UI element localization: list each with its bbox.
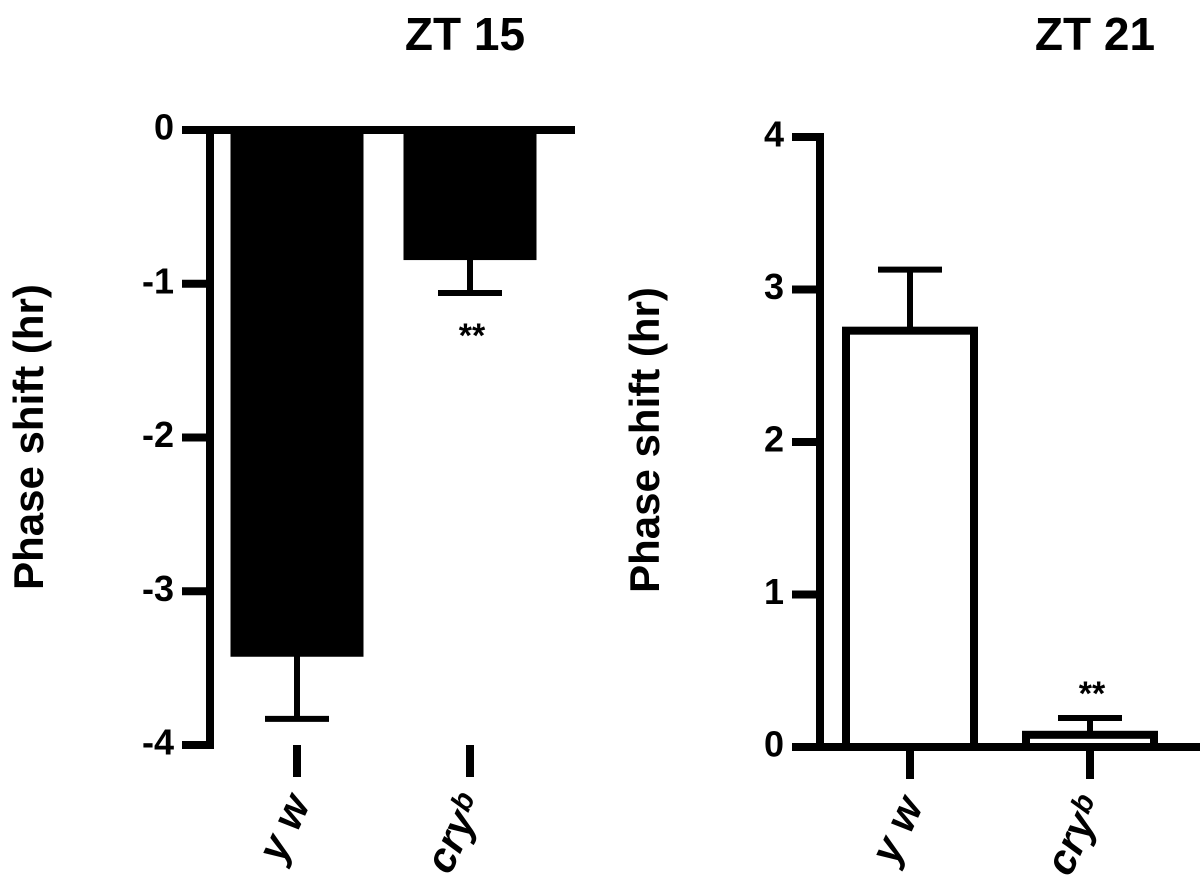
chart-title: ZT 15 — [405, 8, 525, 60]
y-tick-label: 4 — [764, 114, 784, 155]
y-axis-label: Phase shift (hr) — [621, 287, 668, 593]
y-tick-label: -4 — [142, 722, 174, 763]
significance-label: ** — [1079, 675, 1106, 713]
y-tick-label: 0 — [154, 107, 174, 148]
significance-label: ** — [459, 317, 486, 355]
x-tick-label: cryᵇ — [1036, 788, 1113, 881]
error-bar — [878, 266, 942, 331]
bar — [230, 126, 364, 657]
y-axis-label: Phase shift (hr) — [5, 284, 52, 590]
y-tick-label: -3 — [142, 568, 174, 609]
y-tick-label: 3 — [764, 266, 784, 307]
bar — [842, 326, 978, 751]
error-bar — [1058, 715, 1122, 735]
y-tick-label: -2 — [142, 414, 174, 455]
x-tick-label: y w — [860, 787, 933, 872]
y-tick-label: -1 — [142, 260, 174, 301]
bar — [1022, 730, 1158, 751]
bar — [403, 126, 537, 261]
error-bar — [438, 256, 502, 296]
error-bar — [265, 652, 329, 722]
x-tick-label: y w — [247, 785, 320, 870]
chart-title: ZT 21 — [1035, 8, 1155, 60]
y-tick-label: 2 — [764, 419, 784, 460]
y-tick-label: 0 — [764, 724, 784, 765]
y-tick-label: 1 — [764, 571, 784, 612]
x-tick-label: cryᵇ — [416, 786, 493, 879]
